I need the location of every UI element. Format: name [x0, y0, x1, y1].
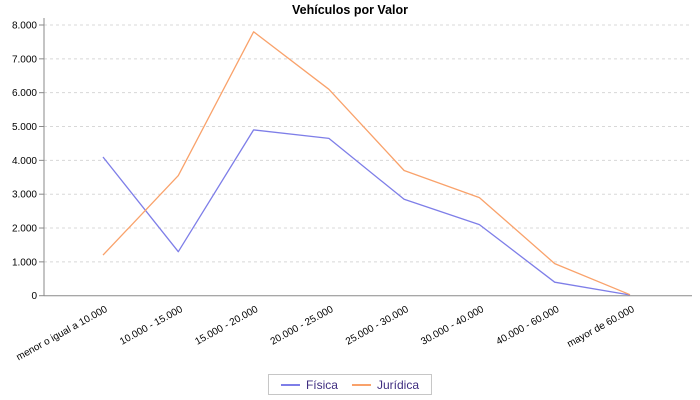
- x-category-label: 20.000 - 25.000: [269, 304, 336, 348]
- legend-label-juridica: Jurídica: [376, 377, 420, 392]
- legend-item-fisica: Física: [280, 377, 338, 392]
- legend-label-fisica: Física: [305, 377, 338, 392]
- chart-title: Vehículos por Valor: [291, 3, 408, 17]
- y-tick-label: 1.000: [12, 257, 37, 268]
- x-category-label: menor o igual a 10.000: [15, 304, 110, 363]
- y-tick-label: 3.000: [12, 190, 37, 201]
- y-tick-label: 5.000: [12, 122, 37, 133]
- y-tick-label: 0: [31, 291, 37, 302]
- legend-line-swatch-juridica: [351, 383, 371, 386]
- y-tick-label: 2.000: [12, 224, 37, 235]
- x-category-label: 10.000 - 15.000: [118, 304, 185, 348]
- x-category-label: 25.000 - 30.000: [344, 304, 411, 348]
- x-category-label: mayor de 60.000: [565, 304, 636, 350]
- series-line-fisica: [102, 129, 631, 296]
- series-line-juridica: [102, 31, 631, 296]
- y-tick-label: 6.000: [12, 88, 37, 99]
- y-tick-label: 7.000: [12, 54, 37, 65]
- y-tick-label: 4.000: [12, 156, 37, 167]
- x-category-label: 40.000 - 60.000: [495, 304, 562, 348]
- x-category-label: 15.000 - 20.000: [193, 304, 260, 348]
- y-tick-label: 8.000: [12, 21, 37, 32]
- legend: Física Jurídica: [267, 374, 433, 395]
- legend-line-swatch-fisica: [280, 383, 300, 386]
- x-category-label: 30.000 - 40.000: [419, 304, 486, 348]
- legend-item-juridica: Jurídica: [351, 377, 420, 392]
